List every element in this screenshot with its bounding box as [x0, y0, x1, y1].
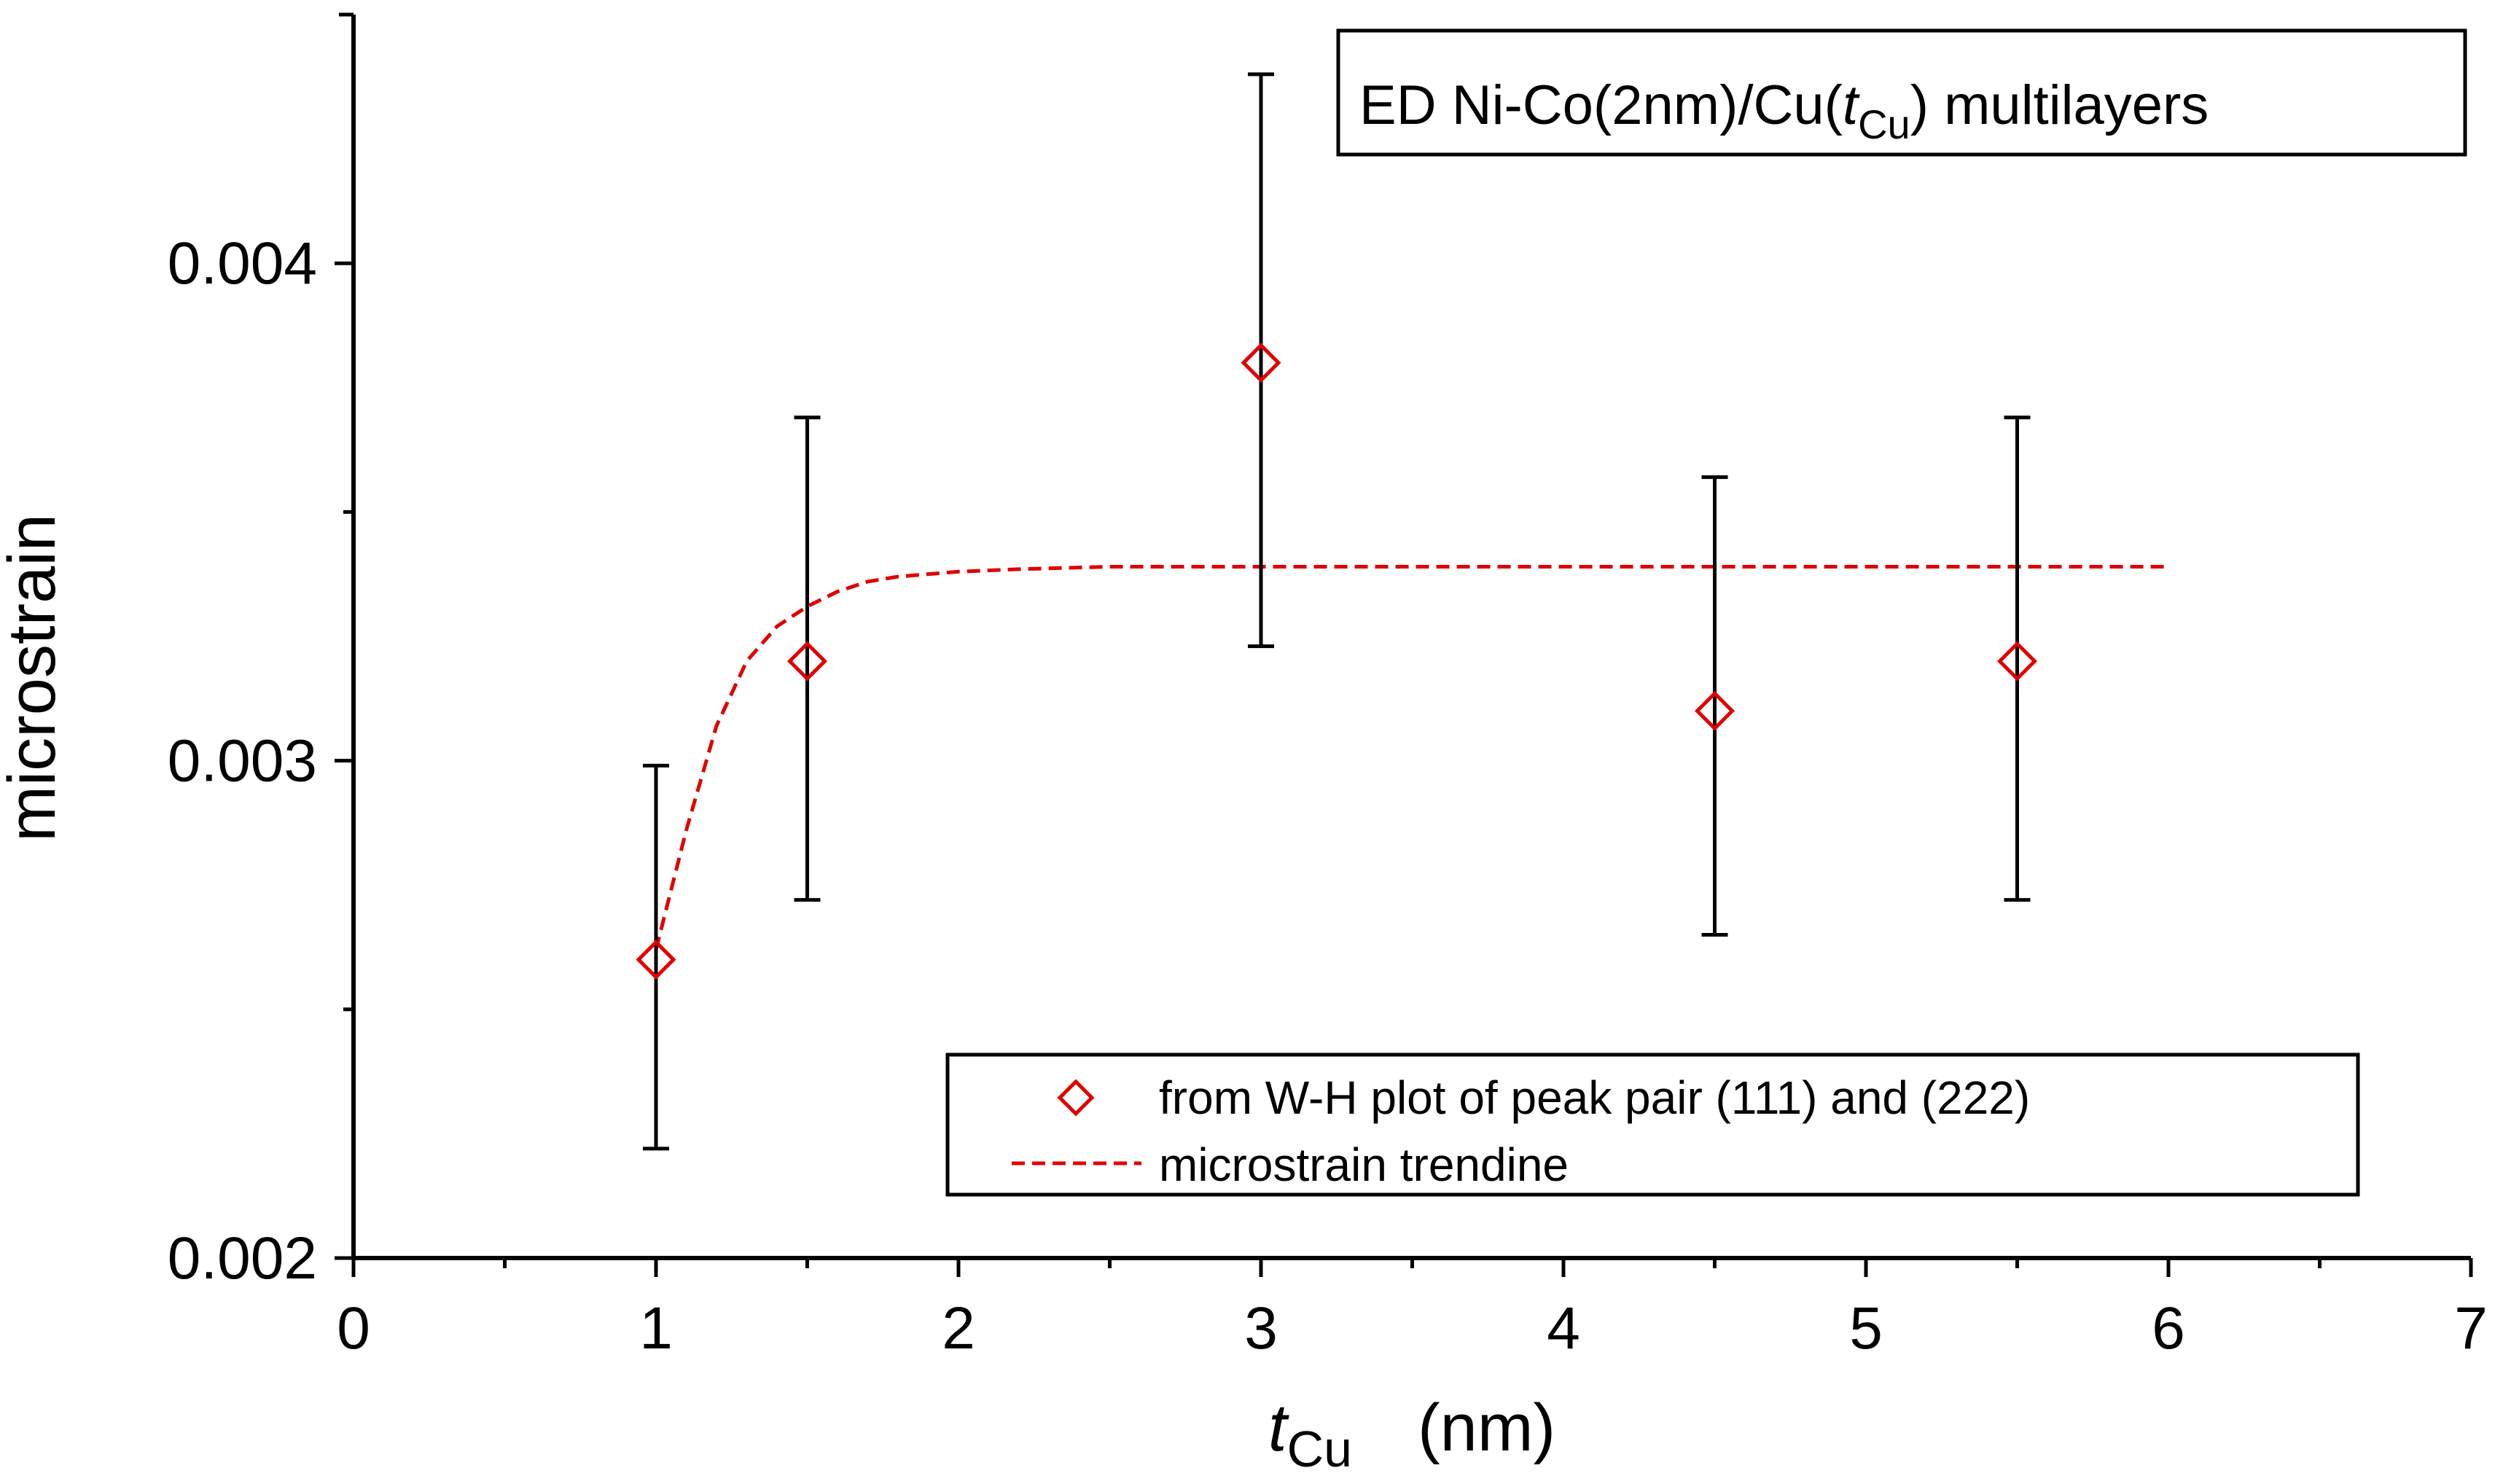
legend-label-scatter: from W-H plot of peak pair (111) and (22…: [1159, 1071, 2030, 1124]
x-tick-label: 4: [1547, 1295, 1580, 1362]
data-point-diamond: [1241, 343, 1281, 383]
legend-diamond-icon: [1057, 1079, 1095, 1117]
x-axis-label: tCu (nm): [1268, 1391, 1555, 1477]
legend-entry-scatter: from W-H plot of peak pair (111) and (22…: [1057, 1071, 2030, 1124]
trendline: [654, 565, 2168, 950]
x-tick-label: 3: [1244, 1295, 1278, 1362]
y-axis-label: microstrain: [0, 514, 69, 842]
y-tick-label: 0.003: [168, 728, 317, 794]
x-tick-label: 2: [942, 1295, 975, 1362]
x-tick-label: 5: [1849, 1295, 1883, 1362]
ticks: 0 1 2 3 4 5 6 7 0.002 0.003 0.004: [168, 12, 2488, 1362]
legend-label-trend: microstrain trendine: [1159, 1139, 1569, 1191]
y-tick-label: 0.002: [168, 1225, 317, 1292]
title-box: [1336, 28, 2467, 157]
x-tick-label: 7: [2454, 1295, 2488, 1362]
data-point-diamond: [1694, 690, 1735, 731]
x-tick-label: 6: [2152, 1295, 2185, 1362]
x-tick-label: 1: [639, 1295, 673, 1362]
chart-title: ED Ni-Co(2nm)/Cu(tCu) multilayers: [1359, 74, 2209, 147]
y-tick-label: 0.004: [168, 230, 317, 297]
legend-entry-trend: microstrain trendine: [1012, 1139, 1569, 1191]
legend-box: [945, 1053, 2360, 1197]
marker-layer: [636, 343, 2038, 980]
data-point-diamond: [636, 940, 676, 980]
trendline-layer: [654, 565, 2168, 950]
x-tick-label: 0: [337, 1295, 370, 1362]
data-point-diamond: [786, 641, 828, 682]
errorbar-layer: [643, 72, 2031, 1151]
data-point-diamond: [1996, 641, 2038, 682]
